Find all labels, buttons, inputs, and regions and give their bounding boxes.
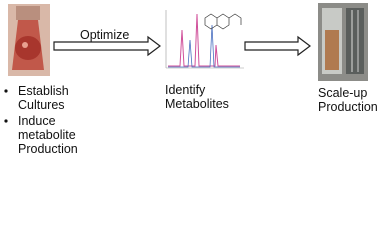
diagram: Optimize Establish Cultures Induce metab…: [4, 3, 378, 156]
bullet-text: metabolite: [18, 128, 76, 142]
chromatogram: [163, 6, 245, 70]
bullet-text: Induce: [18, 114, 56, 128]
process-arrow: [244, 35, 311, 57]
arrow-label: Optimize: [80, 28, 129, 42]
step-label: Production: [318, 100, 378, 114]
bullet: [4, 119, 8, 123]
bullet-text: Cultures: [18, 98, 65, 112]
bullet-text: Production: [18, 142, 78, 156]
culture-photo: [8, 4, 50, 76]
bullet-text: Establish: [18, 84, 69, 98]
step-label: Scale-up: [318, 86, 367, 100]
bioreactor-photo: [318, 3, 368, 81]
bullet: [4, 89, 8, 93]
step-label: Identify: [165, 83, 206, 97]
process-arrow: [53, 35, 161, 57]
step-label: Metabolites: [165, 97, 229, 111]
